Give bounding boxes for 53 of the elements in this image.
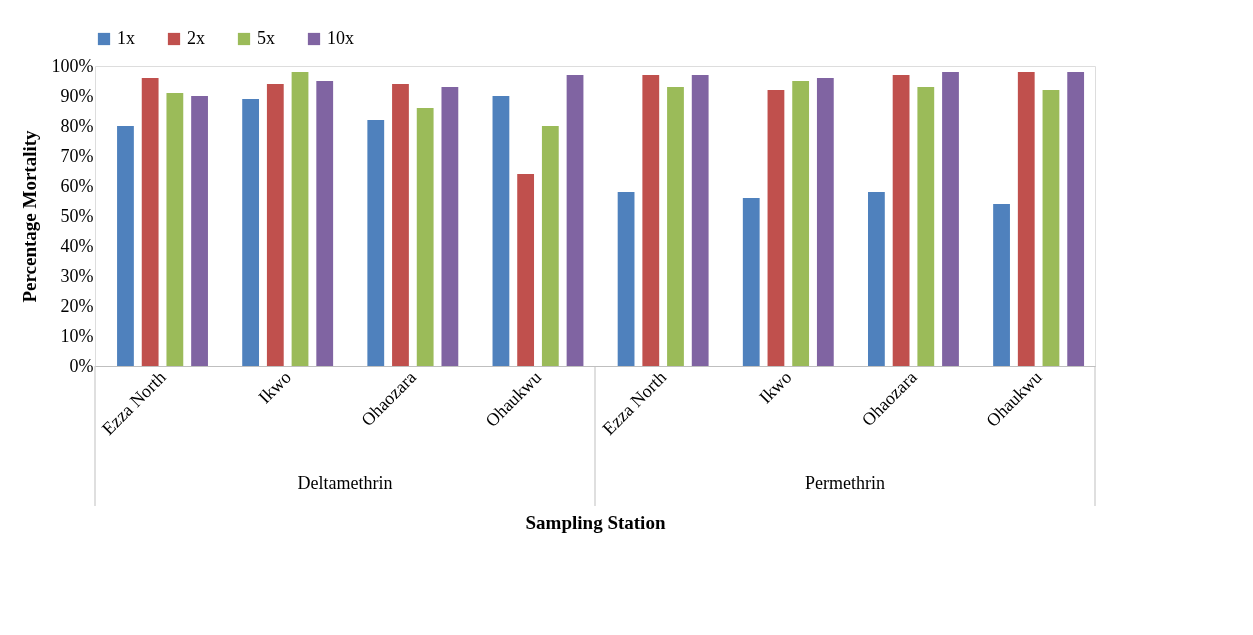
bar xyxy=(667,87,684,366)
bar xyxy=(816,78,834,366)
bar xyxy=(517,174,535,366)
x-axis-title: Sampling Station xyxy=(525,511,666,533)
bar xyxy=(541,126,559,366)
y-tick-label: 50% xyxy=(60,205,94,226)
bar xyxy=(868,192,885,366)
bar xyxy=(191,96,208,366)
bar xyxy=(316,81,334,366)
bar xyxy=(242,99,260,366)
y-tick-label: 20% xyxy=(60,295,94,316)
bar xyxy=(492,96,510,366)
y-axis-title: Percentage Mortality xyxy=(18,129,40,303)
bar xyxy=(291,72,309,366)
x-tick-label: Ikwo xyxy=(254,367,295,408)
y-tick-label: 40% xyxy=(60,235,94,256)
bar xyxy=(1017,72,1035,366)
bar xyxy=(166,93,184,366)
y-tick-label: 90% xyxy=(60,85,94,106)
legend-label: 10x xyxy=(327,28,354,48)
legend-label: 1x xyxy=(117,28,135,48)
text: Deltamethrin xyxy=(297,473,393,493)
bar xyxy=(367,120,385,366)
bar xyxy=(642,75,660,366)
bar xyxy=(392,84,409,366)
bar xyxy=(767,90,785,366)
bar xyxy=(1067,72,1085,366)
bar xyxy=(742,198,760,366)
bar xyxy=(566,75,584,366)
y-tick-label: 70% xyxy=(60,145,94,166)
y-tick-label: 10% xyxy=(60,325,94,346)
bar xyxy=(1042,90,1060,366)
y-tick-label: 0% xyxy=(69,355,94,376)
bar xyxy=(993,204,1010,366)
bar xyxy=(266,84,284,366)
bar xyxy=(441,87,459,366)
bar xyxy=(917,87,935,366)
text: Permethrin xyxy=(805,473,885,493)
y-tick-label: 60% xyxy=(60,175,94,196)
bar xyxy=(691,75,709,366)
x-tick-label: Ikwo xyxy=(755,367,796,408)
bar xyxy=(617,192,635,366)
bar xyxy=(792,81,810,366)
bar xyxy=(416,108,434,366)
y-tick-label: 30% xyxy=(60,265,94,286)
legend-label: 5x xyxy=(257,28,275,48)
y-tick-label: 80% xyxy=(60,115,94,136)
bar xyxy=(141,78,159,366)
legend-label: 2x xyxy=(187,28,205,48)
bar xyxy=(892,75,910,366)
bar xyxy=(942,72,959,366)
y-tick-label: 100% xyxy=(51,55,94,76)
bar xyxy=(117,126,134,366)
